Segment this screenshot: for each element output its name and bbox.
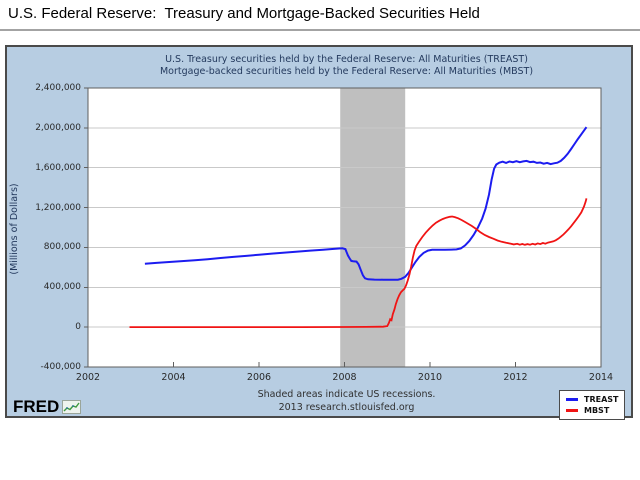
fred-logo: FRED xyxy=(13,397,82,417)
page-title: U.S. Federal Reserve: Treasury and Mortg… xyxy=(8,5,480,22)
recession-band xyxy=(340,88,406,367)
treast-series-line xyxy=(144,126,588,281)
x-tick-label: 2002 xyxy=(75,372,101,383)
legend-item-mbst: MBST xyxy=(566,405,620,416)
x-tick-label: 2010 xyxy=(417,372,443,383)
chart-caption-line2: Mortgage-backed securities held by the F… xyxy=(159,66,534,77)
treast-line-swatch xyxy=(566,398,578,401)
fred-chart-icon xyxy=(62,400,82,414)
legend-label-treast: TREAST xyxy=(584,395,619,404)
legend-item-treast: TREAST xyxy=(566,394,620,405)
y-tick-label: 400,000 xyxy=(43,282,81,293)
mbst-line-swatch xyxy=(566,409,578,412)
recession-note: Shaded areas indicate US recessions. xyxy=(257,389,436,400)
legend: TREAST MBST xyxy=(559,390,625,420)
y-tick-label: 2,400,000 xyxy=(35,83,81,93)
y-tick-label: 2,000,000 xyxy=(35,122,81,133)
y-tick-label: 1,600,000 xyxy=(35,162,81,173)
chart-footer: Shaded areas indicate US recessions. 201… xyxy=(86,388,607,414)
x-tick-label: 2004 xyxy=(161,372,186,383)
chart-caption: U.S. Treasury securities held by the Fed… xyxy=(86,54,607,78)
y-tick-label: 0 xyxy=(75,322,81,333)
x-tick-label: 2014 xyxy=(588,372,614,383)
source-note: 2013 research.stlouisfed.org xyxy=(278,402,415,413)
y-tick-label: 800,000 xyxy=(43,242,81,253)
x-tick-label: 2012 xyxy=(503,372,528,383)
line-chart-plot xyxy=(84,87,602,368)
x-tick-label: 2006 xyxy=(246,372,272,383)
legend-label-mbst: MBST xyxy=(584,406,610,415)
chart-panel: U.S. Treasury securities held by the Fed… xyxy=(5,45,633,420)
y-tick-label: -400,000 xyxy=(40,362,81,372)
title-divider xyxy=(0,29,640,31)
y-tick-label: 1,200,000 xyxy=(35,202,81,213)
chart-caption-line1: U.S. Treasury securities held by the Fed… xyxy=(165,54,528,65)
x-tick-label: 2008 xyxy=(332,372,357,383)
mbst-series-line xyxy=(129,198,588,329)
fred-logo-text: FRED xyxy=(13,397,60,416)
